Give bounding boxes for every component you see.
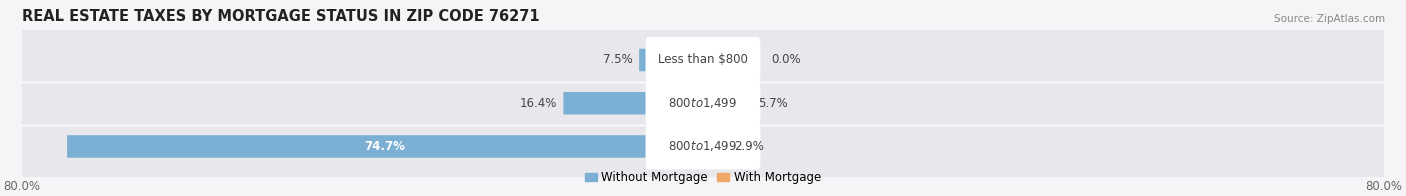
Text: 7.5%: 7.5% <box>603 54 633 66</box>
FancyBboxPatch shape <box>703 92 752 114</box>
Text: $800 to $1,499: $800 to $1,499 <box>668 96 738 110</box>
FancyBboxPatch shape <box>21 109 1385 184</box>
FancyBboxPatch shape <box>645 123 761 169</box>
FancyBboxPatch shape <box>22 104 1384 189</box>
FancyBboxPatch shape <box>645 37 761 83</box>
Text: 2.9%: 2.9% <box>734 140 765 153</box>
FancyBboxPatch shape <box>21 66 1385 140</box>
FancyBboxPatch shape <box>22 61 1384 146</box>
Text: Less than $800: Less than $800 <box>658 54 748 66</box>
FancyBboxPatch shape <box>564 92 703 114</box>
Legend: Without Mortgage, With Mortgage: Without Mortgage, With Mortgage <box>581 166 825 189</box>
FancyBboxPatch shape <box>645 80 761 126</box>
FancyBboxPatch shape <box>640 49 703 71</box>
FancyBboxPatch shape <box>21 23 1385 97</box>
FancyBboxPatch shape <box>67 135 703 158</box>
FancyBboxPatch shape <box>703 135 728 158</box>
Text: 16.4%: 16.4% <box>519 97 557 110</box>
Text: 5.7%: 5.7% <box>758 97 789 110</box>
Text: 74.7%: 74.7% <box>364 140 405 153</box>
Text: 0.0%: 0.0% <box>770 54 801 66</box>
Text: Source: ZipAtlas.com: Source: ZipAtlas.com <box>1274 14 1385 24</box>
Text: $800 to $1,499: $800 to $1,499 <box>668 140 738 153</box>
Text: REAL ESTATE TAXES BY MORTGAGE STATUS IN ZIP CODE 76271: REAL ESTATE TAXES BY MORTGAGE STATUS IN … <box>22 9 540 24</box>
FancyBboxPatch shape <box>22 18 1384 102</box>
